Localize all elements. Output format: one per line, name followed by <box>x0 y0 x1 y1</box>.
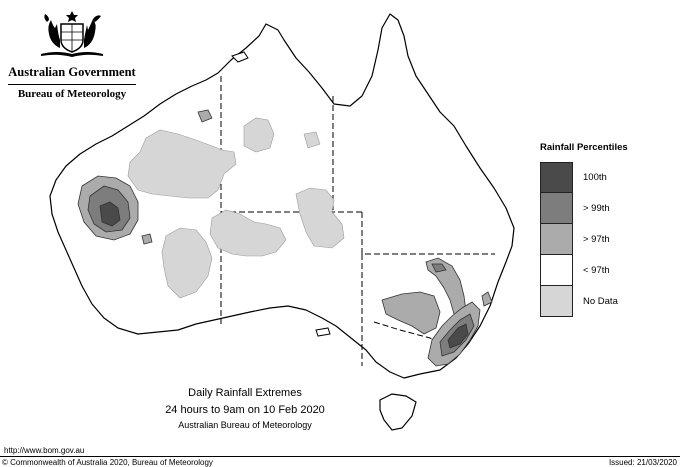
wa-100th <box>99 201 121 227</box>
legend-swatch <box>540 255 573 286</box>
no-data-region-central <box>295 187 345 249</box>
legend-item: No Data <box>540 286 660 317</box>
wa-small-97th <box>141 233 153 245</box>
caption-title: Daily Rainfall Extremes <box>188 387 302 399</box>
no-data-region-east-nt <box>303 131 321 149</box>
nsw-coast-100th <box>447 323 469 349</box>
nsw-inland-97th <box>381 291 441 335</box>
mainland-outline <box>49 13 515 431</box>
state-borders <box>220 76 495 366</box>
government-name: Australian Government <box>8 65 136 85</box>
kimberley-97th <box>197 109 213 123</box>
nsw-north-99th <box>431 263 447 273</box>
legend-label: No Data <box>583 296 618 307</box>
map-caption: Daily Rainfall Extremes 24 hours to 9am … <box>120 387 370 430</box>
legend-swatch <box>540 224 573 255</box>
agency-name: Bureau of Meteorology <box>17 88 127 100</box>
no-data-regions <box>127 117 345 299</box>
caption-source: Australian Bureau of Meteorology <box>178 420 312 430</box>
nsw-coast-north-97th <box>481 291 493 307</box>
caption-period: 24 hours to 9am on 10 Feb 2020 <box>165 404 325 416</box>
melville-island <box>231 51 249 63</box>
no-data-region-kimberley <box>127 129 237 199</box>
no-data-region-top-end <box>243 117 275 153</box>
percentile-regions <box>77 109 493 367</box>
legend-label: > 99th <box>583 203 610 214</box>
no-data-region-south-nt <box>209 209 287 257</box>
mainland-australia <box>49 13 515 379</box>
website-link[interactable]: http://www.bom.gov.au <box>4 446 85 455</box>
legend-swatch <box>540 193 573 224</box>
issued-date: Issued: 21/03/2020 <box>608 458 677 467</box>
legend-label: 100th <box>583 172 607 183</box>
footer-divider <box>0 456 680 457</box>
legend-label: < 97th <box>583 265 610 276</box>
tasmania <box>379 393 417 431</box>
coat-of-arms-icon <box>41 11 103 57</box>
legend-item: > 97th <box>540 224 660 255</box>
legend-swatch <box>540 286 573 317</box>
legend: Rainfall Percentiles 100th > 99th > 97th… <box>540 142 660 317</box>
government-logo: Australian Government Bureau of Meteorol… <box>8 10 136 100</box>
legend-item: 100th <box>540 162 660 193</box>
legend-item: > 99th <box>540 193 660 224</box>
legend-title: Rainfall Percentiles <box>540 142 628 153</box>
legend-swatch <box>540 162 573 193</box>
legend-item: < 97th <box>540 255 660 286</box>
legend-label: > 97th <box>583 234 610 245</box>
copyright-text: © Commonwealth of Australia 2020, Bureau… <box>2 458 213 467</box>
kangaroo-island <box>315 327 331 337</box>
no-data-region-west-desert <box>161 227 213 299</box>
